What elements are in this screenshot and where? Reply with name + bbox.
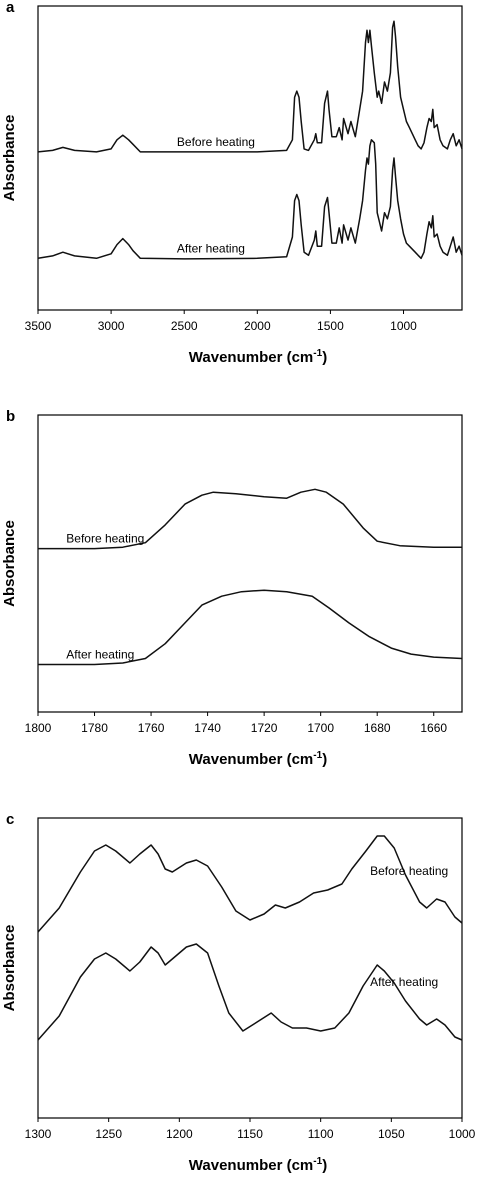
series-label: After heating (177, 241, 245, 255)
x-tick-label: 1700 (307, 721, 334, 735)
x-tick-label: 2500 (171, 319, 198, 333)
x-tick-label: 1000 (449, 1127, 476, 1141)
x-tick-label: 1050 (378, 1127, 405, 1141)
x-tick-label: 1000 (390, 319, 417, 333)
x-tick-label: 1150 (237, 1127, 263, 1141)
x-axis-label: Wavenumber (cm-1) (189, 348, 327, 366)
panel-letter: a (6, 0, 15, 16)
plot-frame (37, 5, 463, 311)
chart-panel-a: a 3500 3000 2500 2000 1500 1000 Absorbance Waven… (1, 0, 463, 366)
y-axis-label: Absorbance (1, 115, 18, 202)
x-tick-label: 2000 (244, 319, 271, 333)
series-label: After heating (370, 975, 438, 989)
series-label: Before heating (370, 864, 448, 878)
x-tick-label: 1800 (25, 721, 52, 735)
plot-frame (37, 414, 463, 713)
x-axis-label: Wavenumber (cm-1) (189, 750, 327, 768)
series-line-after-heating (37, 943, 463, 1041)
x-tick-label: 1780 (81, 721, 108, 735)
chart-panel-b: b 1800 1780 1760 1740 1720 1700 1680 1660 Absorba… (1, 408, 463, 768)
x-tick-label: 1720 (251, 721, 278, 735)
y-axis-label: Absorbance (1, 925, 18, 1012)
y-axis-label: Absorbance (1, 520, 18, 607)
x-tick-label: 3500 (25, 319, 52, 333)
series-line-before-heating (37, 20, 463, 153)
x-tick-label: 1660 (420, 721, 447, 735)
x-tick-label: 3000 (98, 319, 125, 333)
x-tick-label: 1250 (95, 1127, 122, 1141)
x-axis-label: Wavenumber (cm-1) (189, 1156, 327, 1174)
x-tick-label: 1740 (194, 721, 221, 735)
x-tick-label: 1300 (25, 1127, 52, 1141)
series-label: Before heating (66, 532, 144, 546)
series-line-after-heating (37, 139, 463, 260)
series-label: After heating (66, 647, 134, 661)
panel-letter: c (6, 811, 14, 828)
series-line-before-heating (38, 488, 462, 550)
x-tick-label: 1200 (166, 1127, 193, 1141)
x-tick-label: 1100 (308, 1127, 334, 1141)
series-line-after-heating (38, 589, 463, 666)
x-tick-label: 1500 (317, 319, 344, 333)
series-line-before-heating (37, 835, 463, 933)
series-label: Before heating (177, 135, 255, 149)
panel-letter: b (6, 408, 15, 425)
plot-frame (37, 817, 463, 1119)
chart-panel-c: c 1300 1250 1200 1150 1100 1050 1000 Absorbance W… (1, 811, 476, 1174)
x-tick-label: 1680 (364, 721, 391, 735)
x-tick-label: 1760 (138, 721, 165, 735)
